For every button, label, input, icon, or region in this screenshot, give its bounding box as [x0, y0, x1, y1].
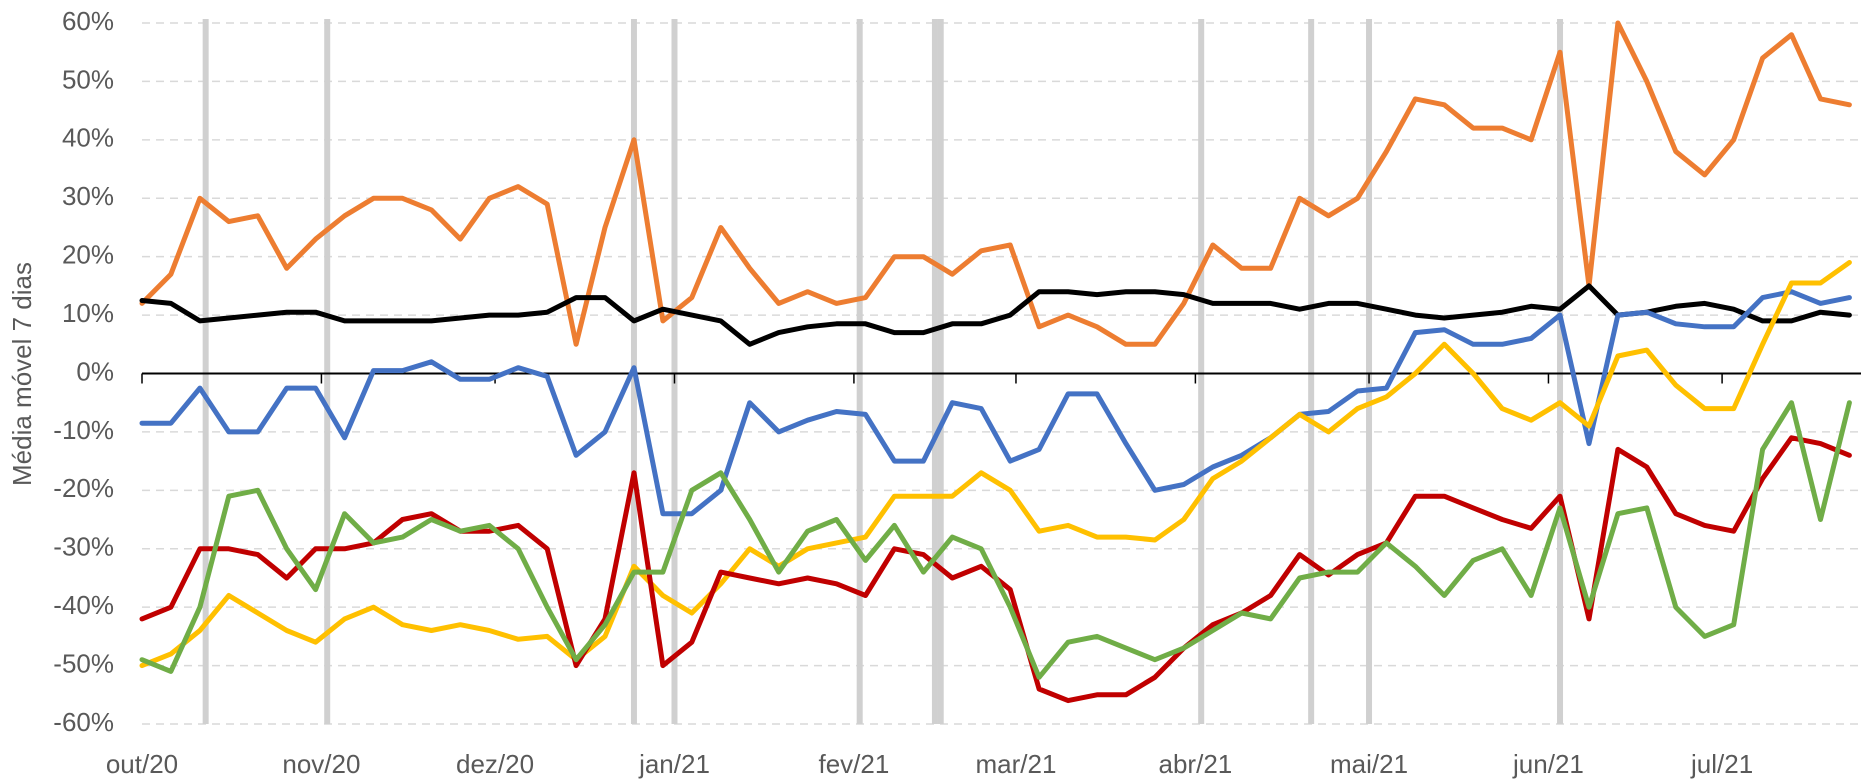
x-tick-label: nov/20 — [282, 749, 360, 779]
y-tick-label: -20% — [53, 473, 114, 503]
series-line — [139, 20, 1852, 347]
x-tick-label: abr/21 — [1159, 749, 1233, 779]
y-tick-label: 30% — [62, 181, 114, 211]
y-axis-title: Média móvel 7 dias — [7, 262, 37, 486]
y-tick-label: 10% — [62, 298, 114, 328]
y-tick-label: -60% — [53, 707, 114, 737]
y-tick-label: 0% — [76, 356, 114, 386]
x-tick-label: fev/21 — [818, 749, 889, 779]
series-line — [139, 260, 1852, 669]
y-tick-label: -10% — [53, 415, 114, 445]
x-tick-label: jan/21 — [638, 749, 710, 779]
y-tick-label: 60% — [62, 6, 114, 36]
x-tick-label: jul/21 — [1690, 749, 1753, 779]
y-tick-label: 40% — [62, 123, 114, 153]
x-tick-label: out/20 — [106, 749, 178, 779]
y-tick-label: -30% — [53, 532, 114, 562]
x-tick-label: mar/21 — [976, 749, 1057, 779]
series-line — [139, 400, 1852, 680]
x-tick-label: jun/21 — [1512, 749, 1584, 779]
y-tick-label: 20% — [62, 240, 114, 270]
x-tick-label: mai/21 — [1330, 749, 1408, 779]
y-tick-label: 50% — [62, 64, 114, 94]
y-tick-label: -50% — [53, 648, 114, 678]
y-tick-label: -40% — [53, 590, 114, 620]
series-line — [139, 283, 1852, 347]
x-tick-label: dez/20 — [456, 749, 534, 779]
series-line — [139, 289, 1852, 517]
series-line — [139, 435, 1852, 704]
